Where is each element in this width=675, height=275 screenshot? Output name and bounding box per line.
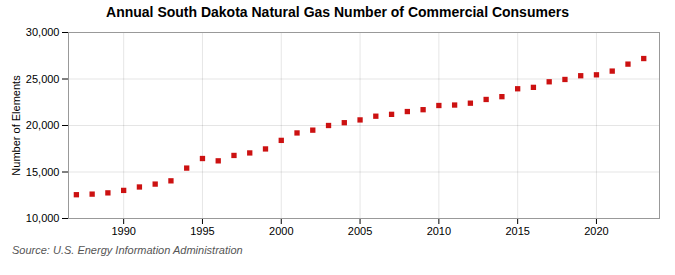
svg-text:30,000: 30,000 [26,26,60,38]
html-text:Source: U.S. Energy Informatio: Source: U.S. Energy Information Administ… [12,244,243,256]
svg-text:25,000: 25,000 [26,73,60,85]
svg-text:2000: 2000 [269,225,293,237]
svg-text:15,000: 15,000 [26,166,60,178]
svg-text:20,000: 20,000 [26,119,60,131]
svg-text:2015: 2015 [505,225,529,237]
svg-text:2020: 2020 [584,225,608,237]
svg-text:2010: 2010 [427,225,451,237]
svg-text:1990: 1990 [111,225,135,237]
svg-text:Number of Elements: Number of Elements [10,75,22,176]
html-text:Annual South Dakota Natural Ga: Annual South Dakota Natural Gas Number o… [106,4,569,20]
svg-text:10,000: 10,000 [26,212,60,224]
svg-text:1995: 1995 [190,225,214,237]
svg-text:2005: 2005 [348,225,372,237]
